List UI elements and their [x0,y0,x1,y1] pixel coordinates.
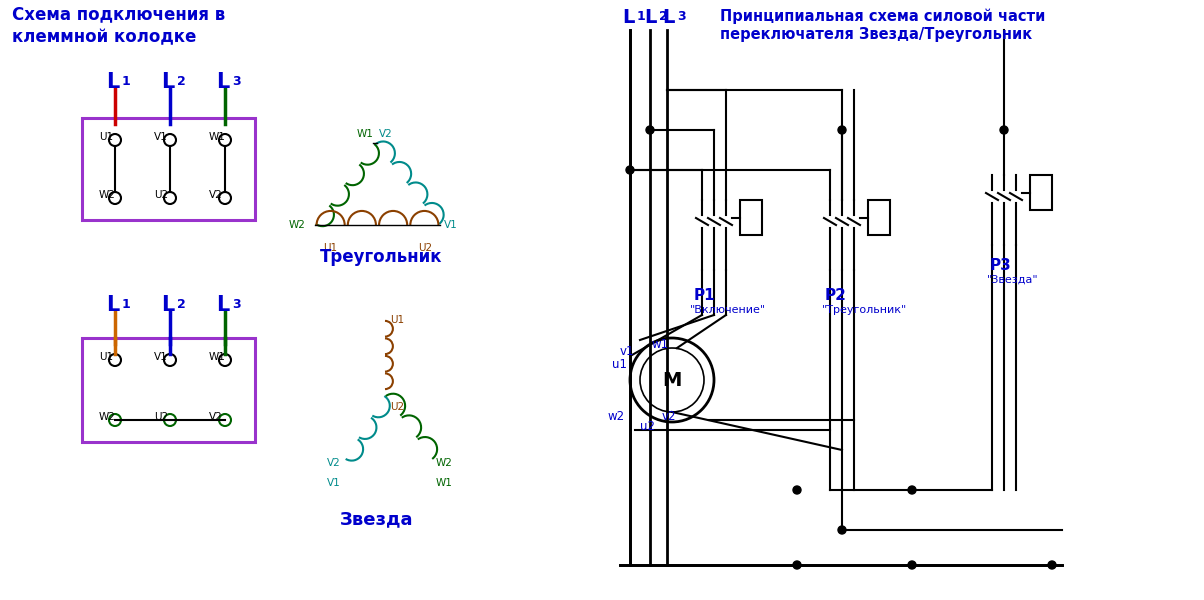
Text: V1: V1 [154,132,167,142]
Text: W2: W2 [289,220,306,230]
Text: 3: 3 [677,10,685,23]
Text: W1: W1 [209,132,226,142]
Text: L: L [644,8,656,27]
Text: 2: 2 [659,10,668,23]
Bar [1029,175,1052,210]
Text: 2: 2 [177,298,185,311]
Text: W2: W2 [436,458,453,468]
Circle shape [838,526,846,534]
Text: L: L [622,8,635,27]
Text: U1: U1 [99,352,113,362]
Text: P2: P2 [825,288,846,303]
Text: U1: U1 [99,132,113,142]
Bar [740,200,762,235]
Bar [82,118,255,220]
Text: L: L [216,295,229,315]
Circle shape [908,561,916,569]
Circle shape [626,166,635,174]
Text: 1: 1 [122,298,131,311]
Text: 3: 3 [232,75,241,88]
Text: u2: u2 [641,420,655,433]
Text: W2: W2 [99,412,116,422]
Text: "Звезда": "Звезда" [987,275,1039,285]
Circle shape [793,486,801,494]
Text: 1: 1 [637,10,645,23]
Text: v1: v1 [620,345,635,358]
Text: L: L [161,295,175,315]
Text: U1: U1 [323,243,337,253]
Text: U2: U2 [154,190,169,200]
Text: 3: 3 [232,298,241,311]
Text: V1: V1 [327,478,341,488]
Text: Звезда: Звезда [340,510,413,528]
Text: P3: P3 [990,258,1011,273]
Text: Принципиальная схема силовой части: Принципиальная схема силовой части [720,8,1045,23]
Text: V2: V2 [209,412,223,422]
Circle shape [793,561,801,569]
Bar [868,200,890,235]
Circle shape [647,126,654,134]
Text: Схема подключения в
клеммной колодке: Схема подключения в клеммной колодке [12,5,225,47]
Text: V2: V2 [379,129,393,139]
Text: W1: W1 [436,478,453,488]
Text: 1: 1 [122,75,131,88]
Text: v2: v2 [662,410,677,423]
Text: 2: 2 [177,75,185,88]
Text: U2: U2 [418,243,432,253]
Text: переключателя Звезда/Треугольник: переключателя Звезда/Треугольник [720,27,1032,42]
Text: L: L [106,295,119,315]
Text: L: L [161,72,175,92]
Text: Треугольник: Треугольник [320,248,443,266]
Circle shape [1001,126,1008,134]
Text: L: L [662,8,674,27]
Text: "Треугольник": "Треугольник" [822,305,908,315]
Text: W1: W1 [209,352,226,362]
Text: L: L [216,72,229,92]
Bar [82,338,255,442]
Text: w2: w2 [607,410,624,423]
Text: W2: W2 [99,190,116,200]
Text: V1: V1 [154,352,167,362]
Text: V1: V1 [444,220,458,230]
Text: U2: U2 [390,402,405,412]
Text: P1: P1 [694,288,715,303]
Text: "Включение": "Включение" [690,305,766,315]
Circle shape [908,486,916,494]
Text: U2: U2 [154,412,169,422]
Circle shape [838,126,846,134]
Circle shape [1047,561,1056,569]
Text: V2: V2 [327,458,341,468]
Text: U1: U1 [390,315,405,325]
Text: V2: V2 [209,190,223,200]
Text: u1: u1 [612,358,627,371]
Text: L: L [106,72,119,92]
Text: W1: W1 [358,129,374,139]
Text: М: М [662,370,681,389]
Text: w1: w1 [653,338,669,351]
